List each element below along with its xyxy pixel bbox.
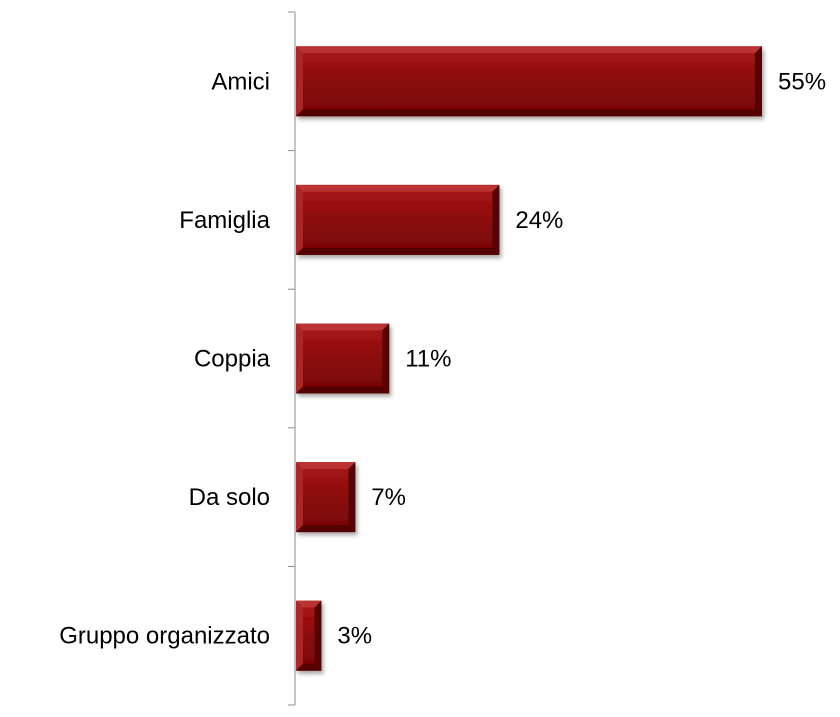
data-label: 3%: [337, 623, 372, 650]
bar-face: [303, 330, 383, 387]
bar-bevel-right: [314, 600, 322, 671]
bar-bevel-top: [296, 462, 356, 470]
category-axis: [288, 11, 296, 706]
bar-bevel-right: [492, 184, 500, 255]
bar-bevel-right: [382, 323, 390, 394]
bar-face: [303, 607, 315, 664]
bar-bevel-left: [296, 184, 303, 255]
bar-bevel-left: [296, 600, 303, 671]
bar: [296, 600, 322, 671]
bar-bevel-bottom: [296, 247, 500, 255]
bar-face: [303, 191, 493, 248]
bar-bevel-right: [348, 462, 356, 533]
category-label: Gruppo organizzato: [59, 623, 270, 650]
bar-bevel-left: [296, 323, 303, 394]
bar-bevel-left: [296, 46, 303, 117]
bar-bevel-bottom: [296, 525, 356, 533]
bar-bevel-bottom: [296, 663, 322, 671]
category-label: Amici: [211, 68, 270, 95]
data-label: 24%: [515, 207, 563, 234]
bar-bevel-top: [296, 323, 390, 331]
bar-face: [303, 53, 755, 110]
bar-bevel-bottom: [296, 386, 390, 394]
bar: [296, 184, 500, 255]
bar-bevel-right: [755, 46, 762, 117]
bar-face: [303, 469, 349, 526]
data-label: 11%: [405, 346, 451, 373]
bar: [296, 462, 356, 533]
category-label: Famiglia: [179, 207, 270, 234]
bars: [296, 46, 762, 671]
category-label: Da solo: [189, 484, 270, 511]
data-label: 7%: [371, 484, 406, 511]
bar-bevel-top: [296, 46, 762, 54]
data-label: 55%: [778, 68, 826, 95]
bar-bevel-top: [296, 600, 322, 608]
labels: Amici 55% Famiglia 24% Coppia 11% Da solo 7% Gru…: [59, 68, 826, 649]
bar-bevel-bottom: [296, 109, 762, 117]
bar: [296, 46, 762, 117]
bar-bevel-top: [296, 184, 500, 192]
bar-bevel-left: [296, 462, 303, 533]
bar: [296, 323, 390, 394]
category-label: Coppia: [194, 346, 271, 373]
